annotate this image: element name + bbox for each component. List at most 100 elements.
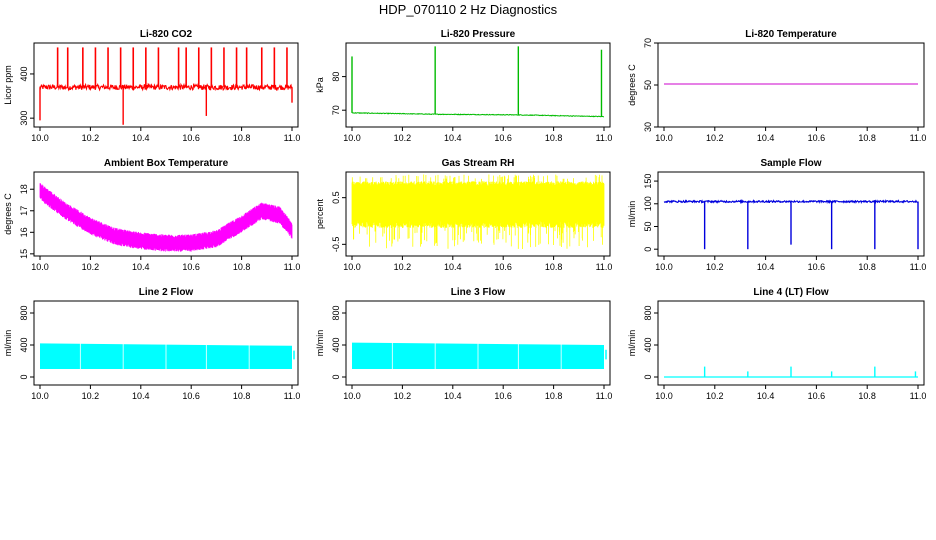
chart-title: Li-820 CO2	[140, 29, 193, 40]
y-tick-label: 800	[643, 305, 653, 320]
x-tick-label: 10.2	[706, 133, 724, 143]
plot-frame	[33, 300, 299, 386]
plot-frame	[657, 42, 925, 128]
y-tick-label: 18	[19, 184, 29, 194]
chart-title: Line 3 Flow	[451, 287, 506, 298]
x-tick-label: 10.0	[655, 262, 673, 272]
y-tick-label: -0.5	[331, 237, 341, 253]
x-tick-label: 11.0	[284, 133, 301, 143]
chart-line3: Line 3 Flow 10.0 10.2 10.4 10.6 10.8 11.0 0 400 8…	[315, 287, 612, 401]
x-tick-label: 11.0	[596, 391, 613, 401]
y-tick-label: 30	[643, 122, 653, 132]
x-tick-label: 10.4	[757, 391, 775, 401]
y-axis-label: ml/min	[3, 330, 13, 357]
plot-frame	[657, 171, 925, 257]
x-tick-label: 10.2	[82, 262, 100, 272]
x-tick-label: 10.8	[545, 262, 563, 272]
chart-title: Sample Flow	[760, 158, 821, 169]
x-tick-label: 10.4	[757, 262, 775, 272]
x-tick-label: 10.8	[233, 391, 251, 401]
x-tick-label: 10.6	[494, 391, 512, 401]
y-tick-label: 300	[19, 111, 29, 126]
x-tick-label: 10.6	[494, 133, 512, 143]
x-tick-label: 10.0	[343, 262, 361, 272]
chart-co2: Li-820 CO2 10.0 10.2 10.4 10.6 10.8 11.0 300 400…	[3, 29, 300, 143]
plot-frame	[33, 42, 299, 128]
x-tick-label: 11.0	[284, 262, 301, 272]
data-series	[352, 342, 607, 369]
plot-frame	[345, 300, 611, 386]
y-tick-label: 50	[643, 80, 653, 90]
chart-title: Line 2 Flow	[139, 287, 194, 298]
series-band	[351, 174, 605, 249]
x-tick-label: 10.8	[233, 133, 251, 143]
x-tick-label: 10.8	[233, 262, 251, 272]
data-series	[664, 366, 918, 378]
y-axis-label: kPa	[315, 77, 325, 93]
y-tick-label: 800	[19, 305, 29, 320]
plot-frame	[345, 171, 611, 257]
x-tick-label: 10.6	[494, 262, 512, 272]
y-tick-label: 17	[19, 206, 29, 216]
y-axis-label: percent	[315, 198, 325, 229]
y-axis-label: ml/min	[315, 330, 325, 357]
y-tick-label: 0	[331, 374, 341, 379]
y-tick-label: 400	[19, 337, 29, 352]
chart-pressure: Li-820 Pressure 10.0 10.2 10.4 10.6 10.8 11.0 7…	[315, 29, 612, 143]
y-tick-label: 100	[643, 196, 653, 211]
x-tick-label: 10.0	[655, 133, 673, 143]
data-series	[351, 174, 605, 249]
x-tick-label: 11.0	[596, 133, 613, 143]
x-tick-label: 10.0	[343, 133, 361, 143]
y-axis-label: Licor ppm	[3, 65, 13, 105]
x-tick-label: 11.0	[910, 133, 927, 143]
y-tick-label: 0	[19, 374, 29, 379]
x-tick-label: 11.0	[284, 391, 301, 401]
x-tick-label: 10.8	[858, 262, 876, 272]
y-axis-label: ml/min	[627, 330, 637, 357]
x-tick-label: 10.2	[706, 391, 724, 401]
x-tick-label: 10.2	[82, 133, 100, 143]
y-tick-label: 800	[331, 305, 341, 320]
y-tick-label: 0.5	[331, 191, 341, 204]
chart-line2: Line 2 Flow 10.0 10.2 10.4 10.6 10.8 11.0 0 400 8…	[3, 287, 300, 401]
plot-frame	[345, 42, 611, 128]
chart-line4: Line 4 (LT) Flow 10.0 10.2 10.4 10.6 10.8 11.0…	[627, 287, 926, 401]
x-tick-label: 10.6	[808, 391, 826, 401]
chart-rh: Gas Stream RH 10.0 10.2 10.4 10.6 10.8 11.0 -0.…	[315, 158, 612, 272]
x-tick-label: 10.4	[132, 262, 150, 272]
chart-li820temp: Li-820 Temperature 10.0 10.2 10.4 10.6 10.8 11…	[627, 29, 926, 143]
y-tick-label: 70	[331, 105, 341, 115]
x-tick-label: 10.0	[655, 391, 673, 401]
x-tick-label: 10.0	[31, 262, 49, 272]
x-tick-label: 10.0	[343, 391, 361, 401]
chart-boxtemp: Ambient Box Temperature 10.0 10.2 10.4 10.6 1…	[3, 158, 300, 272]
x-tick-label: 10.4	[132, 133, 150, 143]
chart-sampleflow: Sample Flow 10.0 10.2 10.4 10.6 10.8 11.0 0 50 10…	[627, 158, 926, 272]
y-tick-label: 0	[643, 374, 653, 379]
x-tick-label: 10.4	[444, 133, 462, 143]
chart-title: Li-820 Pressure	[441, 29, 516, 40]
data-series	[39, 47, 293, 125]
series-band	[39, 183, 293, 252]
y-tick-label: 400	[19, 66, 29, 81]
data-series	[40, 343, 295, 369]
x-tick-label: 10.4	[444, 391, 462, 401]
data-series	[351, 46, 605, 118]
x-tick-label: 10.2	[394, 262, 412, 272]
y-tick-label: 16	[19, 227, 29, 237]
y-axis-label: degrees C	[627, 64, 637, 106]
x-tick-label: 10.8	[545, 391, 563, 401]
x-tick-label: 10.0	[31, 391, 49, 401]
x-tick-label: 10.6	[808, 262, 826, 272]
x-tick-label: 10.6	[182, 391, 200, 401]
x-tick-label: 10.2	[394, 133, 412, 143]
y-tick-label: 400	[643, 337, 653, 352]
x-tick-label: 11.0	[596, 262, 613, 272]
y-tick-label: 400	[331, 337, 341, 352]
x-tick-label: 10.0	[31, 133, 49, 143]
x-tick-label: 10.2	[706, 262, 724, 272]
y-tick-label: 15	[19, 249, 29, 259]
page-title: HDP_070110 2 Hz Diagnostics	[378, 2, 558, 17]
